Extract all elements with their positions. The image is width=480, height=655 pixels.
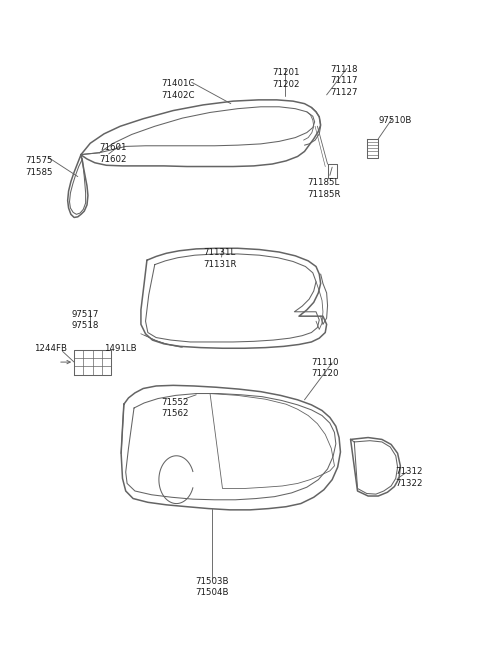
Text: 97517
97518: 97517 97518 (72, 310, 99, 330)
Text: 97510B: 97510B (378, 116, 412, 125)
Text: 1491LB: 1491LB (104, 344, 137, 353)
Text: 71201
71202: 71201 71202 (272, 68, 300, 89)
Text: 71601
71602: 71601 71602 (99, 143, 127, 164)
Text: 71185L
71185R: 71185L 71185R (307, 178, 340, 199)
Text: 71110
71120: 71110 71120 (312, 358, 339, 378)
Text: 71575
71585: 71575 71585 (26, 157, 53, 177)
Text: 71401C
71402C: 71401C 71402C (162, 79, 195, 100)
Text: 1244FB: 1244FB (34, 344, 67, 353)
Text: 71118
71117
71127: 71118 71117 71127 (330, 65, 357, 96)
Text: 71131L
71131R: 71131L 71131R (203, 248, 237, 269)
Text: 71503B
71504B: 71503B 71504B (196, 576, 229, 597)
Text: 71312
71322: 71312 71322 (396, 467, 423, 487)
Text: 71552
71562: 71552 71562 (162, 398, 189, 419)
